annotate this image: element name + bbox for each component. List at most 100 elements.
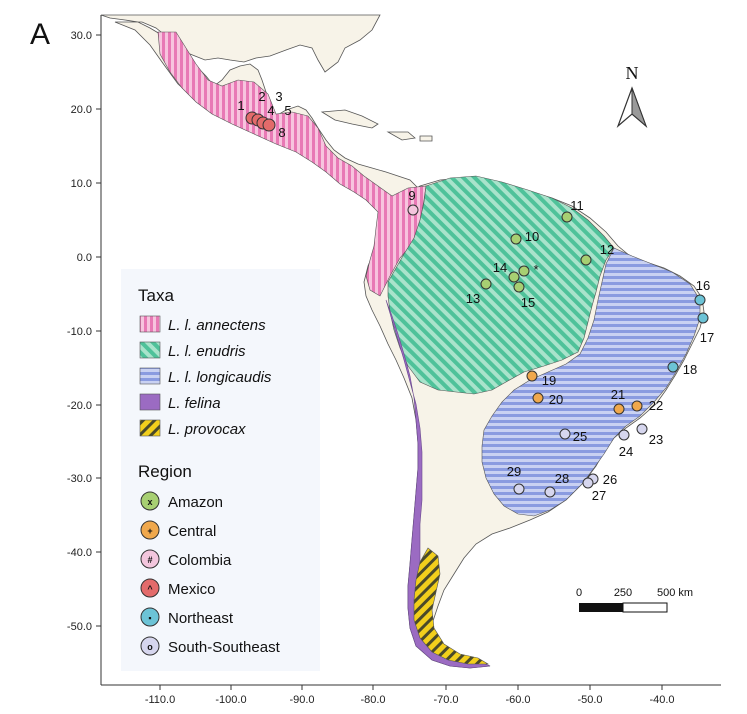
y-tick-labels: 30.0 20.0 10.0 0.0 -10.0 -20.0 -30.0 -40… (67, 30, 92, 633)
site-label: * (533, 262, 538, 277)
site-marker-colombia (407, 204, 419, 216)
site-label: 22 (649, 398, 663, 413)
y-tick-label: -20.0 (67, 400, 92, 412)
svg-text:#: # (147, 555, 152, 565)
site-marker-central (526, 370, 538, 382)
site-label: 16 (696, 278, 710, 293)
y-tick-label: 10.0 (71, 178, 92, 190)
legend-taxon-label: L. felina (168, 395, 221, 412)
site-label: 20 (549, 392, 563, 407)
scale-label: 250 (614, 587, 632, 599)
site-label: 3 (275, 89, 282, 104)
site-label: 21 (611, 387, 625, 402)
range-longicaudis (481, 247, 701, 517)
panel-label: A (30, 18, 50, 51)
caribbean-islands (320, 109, 433, 142)
plus-circle-icon: + (140, 520, 160, 540)
pink-vertical-hatch-icon (139, 315, 161, 333)
site-label: 19 (542, 373, 556, 388)
x-tick-labels: -110.0 -100.0 -90.0 -80.0 -70.0 -60.0 -5… (145, 694, 675, 706)
site-label: 2 (258, 89, 265, 104)
site-marker-amazon (508, 271, 520, 283)
x-tick-label: -50.0 (577, 694, 602, 706)
site-marker-mexico (262, 118, 276, 132)
site-label: 14 (493, 260, 507, 275)
green-diagonal-hatch-icon (139, 341, 161, 359)
y-tick-label: 0.0 (77, 252, 92, 264)
site-marker-central (631, 400, 643, 412)
site-marker-amazon (561, 211, 573, 223)
site-label: 24 (619, 444, 633, 459)
site-label: 10 (525, 229, 539, 244)
site-label: 4 (267, 103, 274, 118)
site-marker-south-southeast (582, 477, 594, 489)
y-tick-label: 20.0 (71, 104, 92, 116)
site-marker-amazon (518, 265, 530, 277)
scale-bar: 0 250 500 km (576, 587, 693, 613)
site-label: 15 (521, 295, 535, 310)
legend: Taxa L. l. annectens L. l. enudris L. l.… (121, 269, 320, 671)
legend-region-label: Amazon (168, 494, 223, 511)
axes (96, 15, 721, 690)
blue-horizontal-hatch-icon (139, 367, 161, 385)
svg-text:x: x (147, 497, 152, 507)
site-label: 27 (592, 488, 606, 503)
legend-region-label: Northeast (168, 610, 234, 627)
svg-text:o: o (147, 642, 153, 652)
site-label: 12 (600, 242, 614, 257)
legend-region-label: Colombia (168, 552, 232, 569)
y-tick-label: 30.0 (71, 30, 92, 42)
legend-taxon-label: L. provocax (168, 421, 246, 438)
site-label: 23 (649, 432, 663, 447)
hash-circle-icon: # (140, 549, 160, 569)
y-tick-label: -40.0 (67, 547, 92, 559)
site-label: 28 (555, 471, 569, 486)
legend-taxon-label: L. l. annectens (168, 317, 266, 334)
y-tick-label: -30.0 (67, 473, 92, 485)
range-enudris (387, 175, 615, 395)
site-marker-south-southeast (559, 428, 571, 440)
site-label: 9 (408, 188, 415, 203)
y-tick-label: -10.0 (67, 326, 92, 338)
y-tick-label: -50.0 (67, 621, 92, 633)
legend-region-label: Central (168, 523, 216, 540)
scale-label: 0 (576, 587, 582, 599)
site-marker-amazon (580, 254, 592, 266)
site-label: 1 (237, 98, 244, 113)
purple-solid-icon (139, 393, 161, 411)
site-marker-amazon (510, 233, 522, 245)
ring-circle-icon: o (140, 636, 160, 656)
legend-taxon-label: L. l. longicaudis (168, 369, 272, 386)
site-marker-amazon (513, 281, 525, 293)
site-marker-amazon (480, 278, 492, 290)
site-label: 8 (278, 125, 285, 140)
square-circle-icon: ▪ (140, 607, 160, 627)
caret-circle-icon: ^ (140, 578, 160, 598)
svg-text:+: + (147, 526, 152, 536)
site-marker-south-southeast (544, 486, 556, 498)
x-tick-label: -110.0 (145, 694, 175, 706)
site-marker-central (613, 403, 625, 415)
site-marker-central (532, 392, 544, 404)
x-tick-label: -90.0 (289, 694, 314, 706)
site-marker-northeast (694, 294, 706, 306)
legend-region-title: Region (138, 462, 192, 481)
svg-text:^: ^ (147, 584, 153, 594)
svg-text:▪: ▪ (148, 613, 151, 623)
site-marker-south-southeast (618, 429, 630, 441)
north-arrow-label: N (626, 63, 639, 83)
scale-label: 500 km (657, 587, 693, 599)
sample-site-labels: 1 2 3 4 5 8 9 10 11 12 13 14 15 * 16 17 … (237, 89, 714, 503)
site-label: 11 (570, 198, 584, 213)
site-label: 26 (603, 472, 617, 487)
range-provocax (413, 547, 490, 665)
x-tick-label: -40.0 (649, 694, 674, 706)
x-tick-label: -100.0 (215, 694, 246, 706)
site-marker-northeast (697, 312, 709, 324)
site-label: 13 (466, 291, 480, 306)
legend-taxon-label: L. l. enudris (168, 343, 246, 360)
legend-taxa-title: Taxa (138, 286, 174, 305)
north-arrow: N (616, 63, 648, 128)
x-tick-label: -80.0 (360, 694, 385, 706)
